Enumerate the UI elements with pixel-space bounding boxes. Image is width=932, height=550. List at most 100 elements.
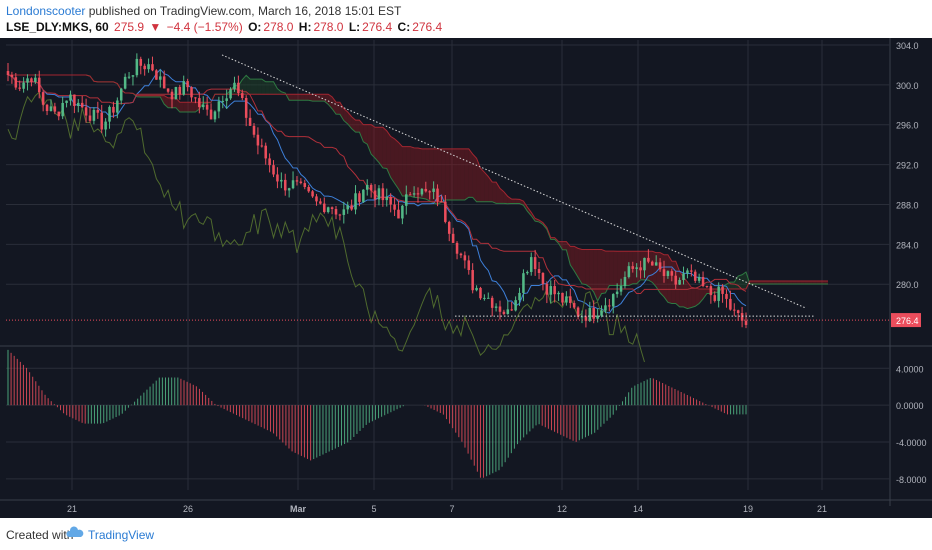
cloud-segment	[734, 275, 739, 289]
cloud-segment	[254, 79, 258, 95]
cloud-segment	[703, 288, 707, 299]
candle-up	[412, 193, 416, 195]
cloud-segment	[445, 148, 450, 200]
candle-down	[190, 87, 193, 98]
candle-down	[467, 260, 471, 271]
cloud-segment	[570, 246, 575, 271]
cloud-segment	[172, 97, 176, 108]
candle-down	[693, 271, 697, 281]
candle-up	[201, 104, 205, 108]
cloud-segment	[308, 94, 313, 102]
cloud-segment	[824, 280, 828, 284]
candle-up	[280, 179, 283, 182]
x-tick-label: 12	[557, 504, 567, 514]
candle-down	[498, 306, 502, 312]
cloud-segment	[476, 158, 481, 202]
candle-down	[143, 65, 146, 70]
cloud-segment	[488, 176, 493, 202]
candle-down	[30, 78, 33, 82]
candle-down	[41, 92, 45, 105]
candle-up	[514, 300, 517, 311]
published-text: published on TradingView.com, March 16, …	[88, 4, 402, 18]
cloud-segment	[472, 154, 477, 202]
candle-down	[276, 174, 279, 182]
cloud-segment	[492, 181, 497, 204]
candle-up	[643, 257, 646, 271]
candle-up	[475, 287, 478, 291]
cloud-segment	[515, 199, 520, 204]
cloud-segment	[788, 280, 793, 284]
tradingview-cloud-icon[interactable]	[66, 526, 84, 540]
candle-up	[565, 296, 568, 303]
cloud-segment	[683, 277, 688, 309]
cloud-segment	[441, 148, 446, 203]
candle-down	[315, 196, 318, 202]
cloud-segment	[664, 254, 668, 303]
cloud-segment	[785, 280, 789, 284]
candle-up	[506, 309, 510, 314]
candle-up	[619, 286, 623, 292]
candle-down	[674, 275, 677, 285]
cloud-segment	[375, 127, 379, 163]
cloud-segment	[351, 116, 356, 133]
cloud-segment	[414, 147, 418, 198]
candle-up	[557, 292, 560, 295]
candle-up	[377, 188, 381, 200]
candle-down	[670, 271, 674, 276]
candle-down	[307, 186, 310, 192]
candle-up	[596, 315, 599, 319]
chart-area[interactable]: 304.0 300.0 296.0 292.0 288.0 284.0 280.0 4.000…	[0, 38, 932, 518]
candle-up	[717, 286, 720, 301]
candle-down	[88, 115, 92, 121]
candle-down	[459, 253, 463, 256]
cloud-segment	[582, 249, 586, 285]
candle-up	[588, 308, 592, 321]
cloud-segment	[320, 94, 325, 102]
candle-up	[365, 184, 369, 190]
cloud-segment	[316, 94, 321, 102]
candle-up	[405, 194, 408, 206]
cloud-segment	[812, 280, 817, 284]
candle-down	[283, 179, 287, 191]
y-tick-label: 288.0	[896, 200, 919, 210]
chart-svg[interactable]: 304.0 300.0 296.0 292.0 288.0 284.0 280.0 4.000…	[0, 38, 932, 518]
cloud-segment	[636, 251, 641, 284]
candle-down	[334, 208, 338, 215]
cloud-segment	[589, 249, 594, 292]
candle-down	[194, 97, 197, 99]
cloud-segment	[257, 79, 262, 95]
candle-up	[34, 77, 37, 82]
cloud-segment	[355, 120, 360, 133]
close-label: C:	[397, 20, 411, 34]
cloud-segment	[601, 249, 606, 294]
candle-down	[57, 111, 61, 117]
cloud-segment	[484, 172, 489, 202]
cloud-segment	[656, 252, 661, 293]
candle-down	[166, 88, 170, 92]
candle-down	[358, 193, 361, 202]
y-tick-label: 292.0	[896, 161, 919, 171]
candle-down	[96, 109, 100, 113]
tradingview-brand[interactable]: TradingView	[88, 528, 155, 542]
symbol-label[interactable]: LSE_DLY:MKS, 60	[6, 20, 109, 34]
candle-down	[740, 313, 744, 321]
cloud-segment	[503, 191, 508, 204]
candle-down	[576, 307, 580, 317]
candle-up	[291, 180, 295, 189]
candle-down	[572, 303, 576, 308]
candle-up	[287, 188, 291, 191]
author-link[interactable]: Londonscooter	[6, 4, 86, 18]
candle-down	[592, 308, 595, 319]
cloud-segment	[742, 272, 746, 289]
candle-up	[362, 189, 365, 202]
cloud-segment	[250, 79, 254, 95]
cloud-segment	[421, 148, 426, 200]
cloud-segment	[402, 146, 407, 196]
candle-down	[244, 98, 248, 118]
candle-down	[369, 184, 373, 191]
candle-down	[205, 104, 209, 110]
cloud-segment	[792, 280, 797, 284]
candle-up	[108, 106, 111, 122]
cloud-segment	[359, 120, 364, 142]
x-tick-label: 5	[371, 504, 376, 514]
